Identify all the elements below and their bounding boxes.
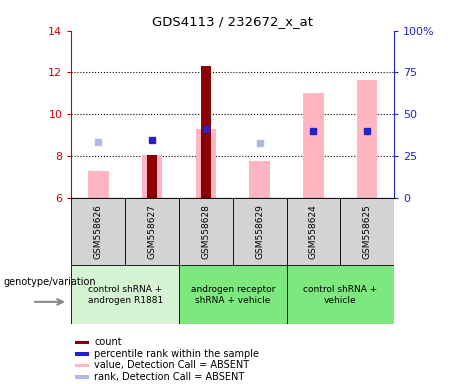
Bar [303, 93, 324, 198]
Bar [287, 198, 340, 265]
Text: genotype/variation: genotype/variation [4, 276, 96, 286]
Bar [88, 170, 109, 198]
Bar [125, 198, 179, 265]
Text: control shRNA +
vehicle: control shRNA + vehicle [303, 285, 378, 305]
Bar [249, 161, 270, 198]
Text: androgen receptor
shRNA + vehicle: androgen receptor shRNA + vehicle [190, 285, 275, 305]
Text: GSM558626: GSM558626 [94, 204, 103, 259]
Bar [148, 155, 157, 198]
Bar [195, 129, 216, 198]
Bar [75, 375, 89, 379]
Text: GSM558624: GSM558624 [309, 204, 318, 259]
Bar [75, 352, 89, 356]
Bar [179, 198, 233, 265]
Bar [201, 66, 211, 198]
Bar [71, 198, 125, 265]
Bar [75, 364, 89, 367]
Text: GSM558629: GSM558629 [255, 204, 264, 259]
Bar [233, 198, 287, 265]
Text: GSM558628: GSM558628 [201, 204, 210, 259]
Text: GSM558625: GSM558625 [363, 204, 372, 259]
Text: percentile rank within the sample: percentile rank within the sample [94, 349, 259, 359]
Bar [142, 155, 162, 198]
Bar [340, 198, 394, 265]
Text: rank, Detection Call = ABSENT: rank, Detection Call = ABSENT [94, 372, 244, 382]
Text: value, Detection Call = ABSENT: value, Detection Call = ABSENT [94, 361, 249, 371]
Bar [357, 80, 378, 198]
Text: control shRNA +
androgen R1881: control shRNA + androgen R1881 [88, 285, 163, 305]
Bar [71, 265, 179, 324]
Bar [287, 265, 394, 324]
Text: count: count [94, 338, 122, 348]
Bar [179, 265, 287, 324]
Title: GDS4113 / 232672_x_at: GDS4113 / 232672_x_at [152, 15, 313, 28]
Text: GSM558627: GSM558627 [148, 204, 157, 259]
Bar [75, 341, 89, 344]
